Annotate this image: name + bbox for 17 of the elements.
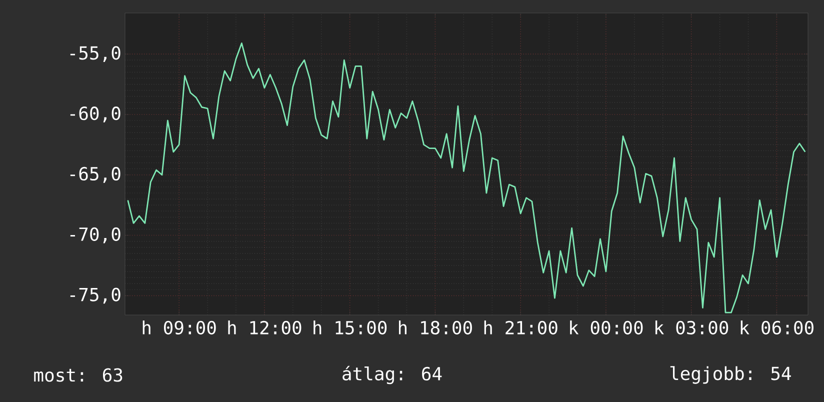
y-tick-label: -60,0 (70, 106, 120, 122)
text: most: 63 (34, 368, 122, 382)
text: legjobb: 54 (670, 366, 791, 384)
y-tick-label: -65,0 (70, 166, 120, 183)
x-tick-label: h 21:00 (484, 320, 558, 334)
x-tick-label: h 12:00 (228, 320, 302, 334)
x-tick-label: k 00:00 (570, 320, 643, 334)
text: átlag: 64 (342, 366, 442, 384)
x-tick-label: h 09:00 (142, 320, 216, 334)
y-tick-label: -75,0 (70, 288, 120, 304)
x-tick-label: k 06:00 (740, 320, 814, 334)
x-tick-label: h 15:00 (314, 320, 387, 334)
line-series (127, 42, 806, 314)
x-tick-label: k 03:00 (655, 320, 728, 334)
y-tick-label: -55,0 (70, 46, 120, 62)
x-tick-label: h 18:00 (398, 320, 472, 334)
y-tick-label: -70,0 (70, 227, 120, 244)
